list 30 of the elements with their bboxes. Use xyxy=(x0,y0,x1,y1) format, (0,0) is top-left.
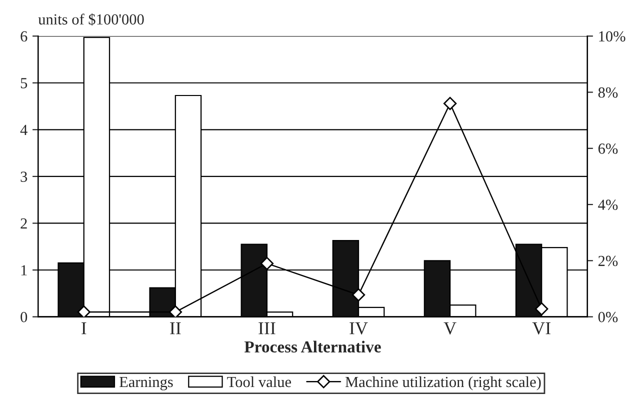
x-tick-label: VI xyxy=(532,322,550,334)
y2-tick-label: 8% xyxy=(598,87,618,98)
y-tick-label: 4 xyxy=(20,124,28,135)
y-tick-label: 3 xyxy=(20,172,28,182)
y2-tick-label: 6% xyxy=(598,144,618,154)
legend-label: Earnings xyxy=(120,376,173,390)
legend-label: Machine utilization (right scale) xyxy=(345,376,541,390)
y2-tick-label: 0% xyxy=(598,312,618,322)
x-axis-title: Process Alternative xyxy=(244,340,381,353)
x-tick-label: IV xyxy=(350,322,368,334)
point xyxy=(260,256,274,270)
point xyxy=(535,302,548,316)
point xyxy=(168,305,182,317)
x-tick-label: V xyxy=(444,322,456,334)
x-tick-label: III xyxy=(258,322,276,334)
y-tick-label: 2 xyxy=(20,218,27,229)
y-tick-label: 5 xyxy=(20,78,28,88)
y2-tick-label: 4% xyxy=(598,200,618,210)
y-tick-label: 6 xyxy=(20,31,28,42)
x-tick-label: II xyxy=(170,322,181,334)
x-tick-label: I xyxy=(82,322,86,334)
y-tick-label: 1 xyxy=(21,265,27,276)
y-tick-label: 0 xyxy=(20,312,28,322)
point xyxy=(77,305,90,317)
y2-tick-label: 2% xyxy=(598,256,618,266)
legend-label: Tool value xyxy=(227,376,292,388)
point xyxy=(352,288,366,302)
point xyxy=(443,96,457,110)
y-axis-title: units of $100'000 xyxy=(38,13,144,26)
y2-tick-label: 10% xyxy=(599,31,626,42)
